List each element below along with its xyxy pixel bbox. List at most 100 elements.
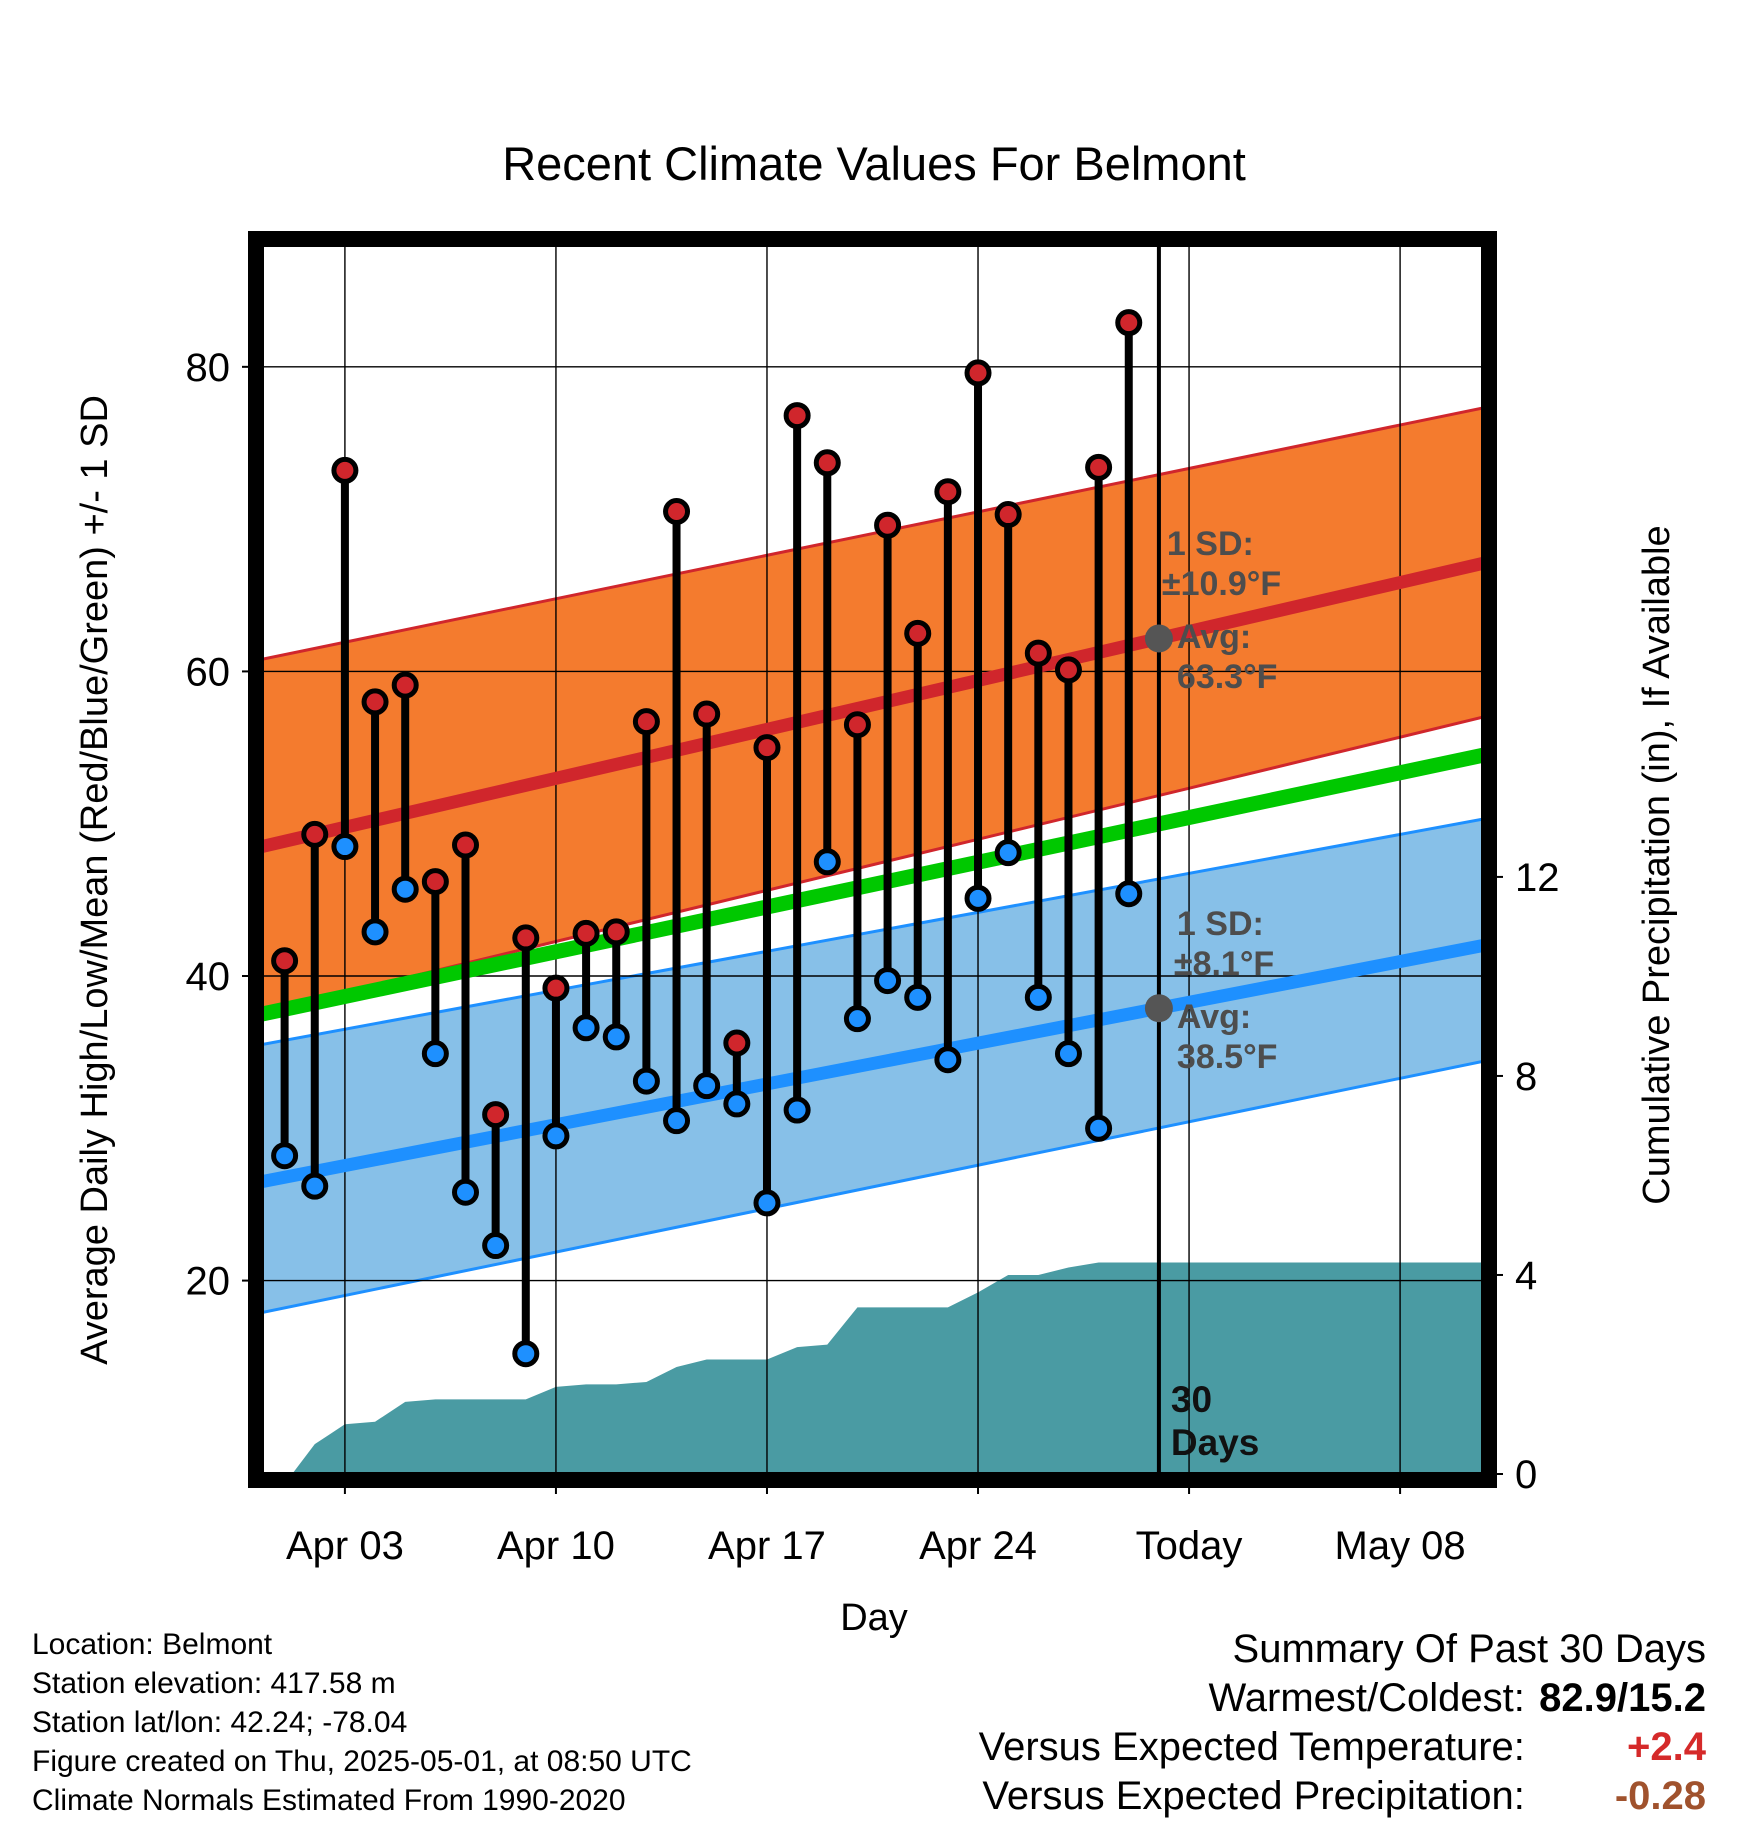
avg-high-marker	[1144, 624, 1173, 653]
station-info: Location: Belmont Station elevation: 417…	[32, 1625, 692, 1820]
daily-low-point	[1024, 983, 1052, 1011]
daily-high-point	[572, 919, 600, 947]
x-tick-label: May 08	[1335, 1524, 1466, 1568]
precip-area	[262, 1262, 1483, 1474]
y2-tick-label: 4	[1515, 1254, 1537, 1298]
warmest-value: 82.9/15.2	[1539, 1676, 1706, 1720]
normal-high-line	[262, 556, 1483, 853]
daily-high-point	[1024, 639, 1052, 667]
daily-low-point	[1054, 1040, 1082, 1068]
daily-low-point	[813, 848, 841, 876]
daily-low-point	[1085, 1114, 1113, 1142]
y2-tick-label: 0	[1515, 1453, 1537, 1497]
daily-low-point	[512, 1340, 540, 1368]
x-tick-label: Apr 10	[497, 1524, 615, 1568]
daily-high-point	[783, 402, 811, 430]
elevation-text: Station elevation: 417.58 m	[32, 1667, 396, 1700]
daily-high-point	[452, 831, 479, 859]
daily-high-point	[843, 711, 871, 739]
temp-value: +2.4	[1627, 1725, 1706, 1769]
daily-low-point	[753, 1189, 781, 1217]
annotation-high-line: ±10.9°F	[1162, 565, 1281, 603]
y2-axis-label: Cumulative Precipitation (in), If Availa…	[1636, 525, 1678, 1204]
x-axis-label: Day	[840, 1597, 908, 1639]
daily-low-point	[602, 1023, 630, 1051]
daily-low-point	[572, 1014, 600, 1042]
daily-high-point	[421, 868, 449, 896]
annotation-high-line: Avg:	[1177, 618, 1251, 656]
x-tick-label: Apr 24	[919, 1524, 1037, 1568]
daily-high-point	[964, 359, 992, 387]
daily-low-point	[391, 875, 419, 903]
summary-title: Summary Of Past 30 Days	[1232, 1627, 1706, 1671]
daily-high-point	[813, 449, 841, 477]
location-text: Location: Belmont	[32, 1628, 273, 1661]
daily-high-point	[632, 708, 660, 736]
y-tick-label: 60	[186, 650, 231, 694]
annotation-days-line: Days	[1171, 1422, 1259, 1463]
daily-high-point	[301, 820, 329, 848]
daily-low-point	[632, 1067, 660, 1095]
normal-high-band-upper-edge	[262, 406, 1483, 661]
precip-value: -0.28	[1614, 1774, 1706, 1818]
daily-low-point	[934, 1046, 962, 1074]
daily-low-point	[301, 1172, 329, 1200]
daily-low-point	[693, 1072, 721, 1100]
daily-high-point	[904, 619, 932, 647]
x-tick-label: Apr 17	[708, 1524, 826, 1568]
daily-high-point	[994, 501, 1022, 529]
daily-low-point	[964, 884, 992, 912]
daily-high-point	[482, 1101, 510, 1129]
daily-high-point	[1054, 656, 1082, 684]
daily-low-point	[904, 983, 932, 1011]
daily-high-point	[874, 511, 902, 539]
normals-text: Climate Normals Estimated From 1990-2020	[32, 1784, 626, 1817]
daily-high-point	[512, 924, 540, 952]
daily-high-point	[693, 700, 721, 728]
annotation-low-line: 1 SD:	[1177, 905, 1264, 943]
summary-precip-row: Versus Expected Precipitation: -0.28	[979, 1772, 1706, 1821]
daily-high-point	[663, 498, 691, 526]
daily-low-point	[361, 918, 389, 946]
annotation-high-line: 1 SD:	[1167, 525, 1254, 563]
daily-low-point	[421, 1040, 449, 1068]
precip-label: Versus Expected Precipitation:	[982, 1774, 1525, 1818]
created-text: Figure created on Thu, 2025-05-01, at 08…	[32, 1745, 692, 1778]
daily-low-point	[452, 1178, 479, 1206]
daily-low-point	[994, 839, 1022, 867]
daily-high-point	[1085, 453, 1113, 481]
daily-low-point	[271, 1142, 299, 1170]
temp-label: Versus Expected Temperature:	[978, 1725, 1525, 1769]
y-tick-label: 20	[186, 1260, 231, 1304]
avg-low-marker	[1144, 994, 1173, 1023]
daily-low-point	[723, 1090, 751, 1118]
y2-tick-label: 12	[1515, 856, 1560, 900]
plot-frame	[248, 231, 1497, 1488]
annotation-high-line: 63.3°F	[1177, 658, 1278, 696]
chart-title: Recent Climate Values For Belmont	[502, 137, 1246, 190]
y-tick-label: 40	[186, 955, 231, 999]
daily-high-point	[271, 947, 299, 975]
x-tick-label: Today	[1136, 1524, 1243, 1568]
annotation-days-line: 30	[1171, 1379, 1212, 1420]
daily-low-point	[874, 967, 902, 995]
daily-high-point	[391, 671, 419, 699]
daily-low-point	[843, 1005, 871, 1033]
summary-temp-row: Versus Expected Temperature: +2.4	[979, 1723, 1706, 1772]
y-tick-label: 80	[186, 346, 231, 390]
x-tick-label: Apr 03	[286, 1524, 404, 1568]
daily-high-point	[753, 734, 781, 762]
annotation-low-line: 38.5°F	[1177, 1038, 1278, 1076]
y-axis-label: Average Daily High/Low/Mean (Red/Blue/Gr…	[74, 395, 116, 1365]
daily-high-point	[331, 456, 359, 484]
daily-high-point	[361, 688, 389, 716]
daily-low-point	[331, 833, 359, 861]
daily-low-point	[1115, 880, 1143, 908]
y2-tick-label: 8	[1515, 1055, 1537, 1099]
daily-high-point	[934, 478, 962, 506]
daily-low-point	[783, 1096, 811, 1124]
daily-high-point	[1115, 309, 1143, 337]
